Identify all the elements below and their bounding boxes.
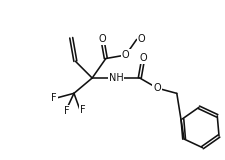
Text: O: O [140, 53, 147, 63]
Text: O: O [153, 83, 161, 93]
Text: O: O [138, 34, 145, 44]
Text: NH: NH [109, 73, 123, 83]
Text: O: O [122, 50, 130, 60]
Text: F: F [80, 105, 86, 115]
Text: O: O [99, 34, 106, 44]
Text: F: F [51, 93, 56, 103]
Text: F: F [64, 106, 69, 116]
